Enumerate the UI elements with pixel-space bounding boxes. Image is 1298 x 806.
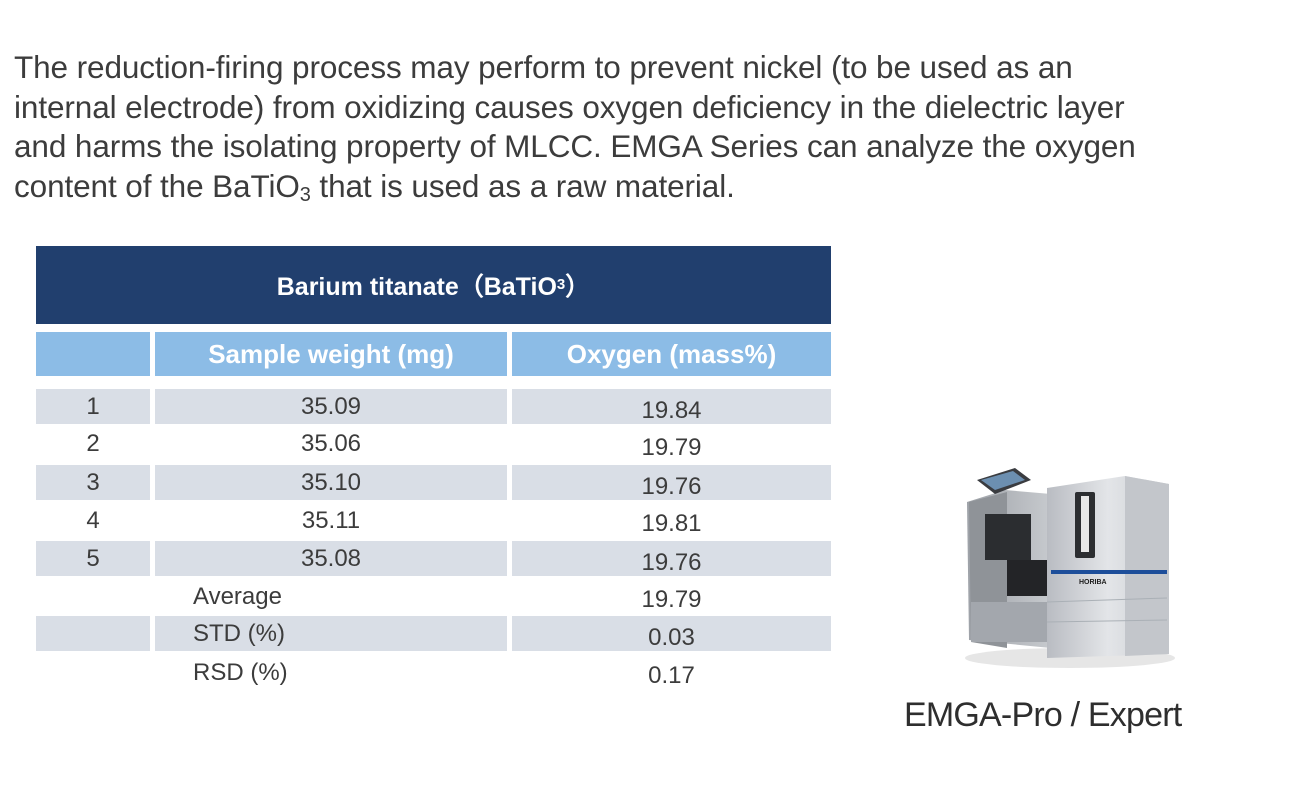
header-sample-weight: Sample weight (mg): [155, 332, 507, 376]
row-number: 4: [86, 506, 100, 534]
oxygen-cell: 19.84: [512, 389, 831, 424]
header-blank-cell: [36, 332, 150, 376]
sample-weight-cell: 35.11: [301, 506, 361, 534]
intro-line-4-pre: content of the BaTiO: [14, 167, 300, 204]
header-oxygen: Oxygen (mass%): [512, 332, 831, 376]
product-caption: EMGA-Pro / Expert: [904, 696, 1182, 734]
average-label: Average: [193, 582, 282, 610]
oxygen-cell: 19.81: [641, 509, 702, 537]
oxygen-cell: 19.79: [641, 433, 702, 461]
intro-subscript: 3: [299, 183, 311, 206]
intro-line-3: and harms the isolating property of MLCC…: [14, 128, 1136, 164]
intro-line-4-post: that is used as a raw material.: [310, 167, 735, 204]
oxygen-cell: 19.76: [512, 541, 831, 576]
rsd-value: 0.17: [648, 661, 695, 689]
table-title: Barium titanate（BaTiO 3）: [36, 246, 831, 324]
row-number: 5: [36, 541, 150, 576]
sample-weight-cell: 35.10: [155, 465, 507, 500]
std-label: STD (%): [155, 616, 507, 651]
intro-line-4: content of the BaTiO3 that is used as a …: [14, 167, 1289, 207]
summary-blank-cell: [36, 616, 150, 651]
row-number: 1: [36, 389, 150, 424]
row-number: 3: [36, 465, 150, 500]
average-value: 19.79: [641, 585, 702, 613]
brand-label: HORIBA: [1079, 579, 1107, 586]
analyzer-image: HORIBA: [965, 468, 1175, 668]
rsd-label: RSD (%): [193, 658, 288, 686]
sample-weight-cell: 35.06: [300, 429, 362, 457]
sample-weight-cell: 35.08: [155, 541, 507, 576]
intro-paragraph: The reduction-firing process may perform…: [14, 48, 1289, 206]
std-value: 0.03: [512, 616, 831, 651]
table-title-pre: Barium titanate（BaTiO: [276, 273, 557, 301]
intro-line-1: The reduction-firing process may perform…: [14, 49, 1073, 85]
oxygen-cell: 19.76: [512, 465, 831, 500]
intro-line-2: internal electrode) from oxidizing cause…: [14, 88, 1125, 125]
sample-weight-cell: 35.09: [155, 389, 507, 424]
table-title-post: ）: [565, 273, 591, 301]
row-number: 2: [86, 429, 100, 457]
